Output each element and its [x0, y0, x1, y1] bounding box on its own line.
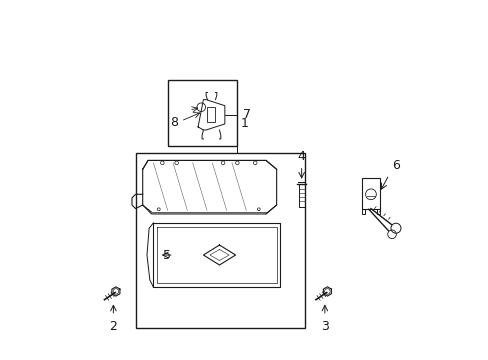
Bar — [362, 178, 379, 208]
Text: 5: 5 — [163, 248, 171, 261]
Text: 1: 1 — [241, 117, 248, 130]
Bar — [135, 153, 305, 328]
Text: 7: 7 — [242, 108, 250, 121]
Text: 8: 8 — [170, 116, 178, 129]
Bar — [167, 80, 237, 146]
Text: 4: 4 — [297, 150, 305, 163]
Text: 6: 6 — [391, 159, 399, 172]
Bar — [207, 107, 215, 122]
Text: 3: 3 — [320, 320, 328, 333]
Text: 2: 2 — [109, 320, 117, 333]
